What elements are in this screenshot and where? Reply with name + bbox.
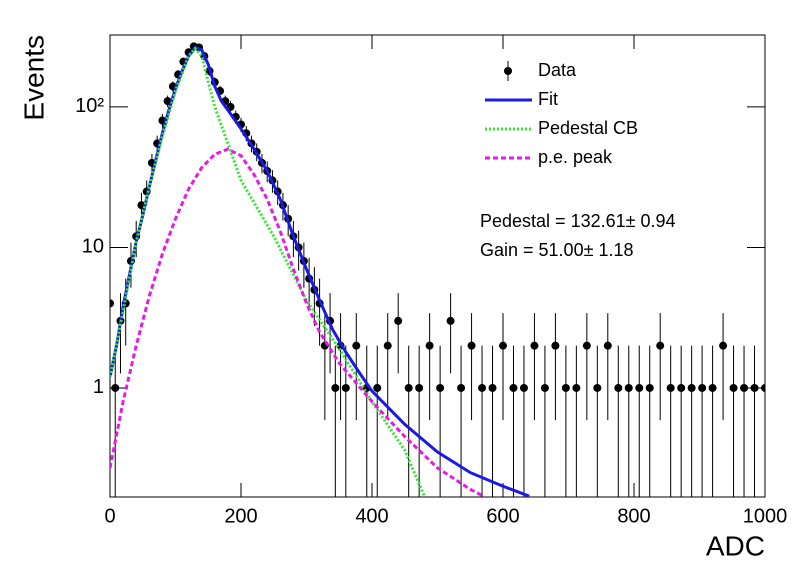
data-point (457, 383, 466, 392)
y-tick-label: 1 (93, 376, 104, 398)
data-point (687, 383, 696, 392)
y-axis-label: Events (18, 35, 49, 121)
plot-area (110, 42, 765, 497)
x-tick-label: 0 (104, 505, 115, 527)
legend-label: Fit (538, 89, 558, 109)
x-axis-label: ADC (706, 530, 765, 561)
data-point (446, 316, 455, 325)
data-point (645, 383, 654, 392)
data-point (509, 383, 518, 392)
data-point (540, 383, 549, 392)
x-tick-label: 200 (224, 505, 257, 527)
data-point (331, 383, 340, 392)
data-point (740, 383, 749, 392)
data-point (698, 383, 707, 392)
x-tick-label: 1000 (743, 505, 788, 527)
data-point (666, 383, 675, 392)
data-point (603, 341, 612, 350)
data-point (635, 383, 644, 392)
data-point (530, 341, 539, 350)
data-point (624, 383, 633, 392)
data-point (729, 383, 738, 392)
y-tick-label: 10 (82, 236, 104, 258)
annotation: Pedestal = 132.61± 0.94 (480, 211, 676, 231)
data-point (708, 383, 717, 392)
data-point (719, 341, 728, 350)
data-point (436, 383, 445, 392)
data-point (488, 383, 497, 392)
data-point (404, 383, 413, 392)
legend-label: Pedestal CB (538, 118, 638, 138)
data-point (373, 383, 382, 392)
data-point (572, 383, 581, 392)
data-point (551, 341, 560, 350)
legend-marker (504, 67, 512, 75)
data-point (478, 383, 487, 392)
data-point (111, 383, 120, 392)
legend-label: p.e. peak (538, 147, 613, 167)
data-point (582, 341, 591, 350)
legend-label: Data (538, 60, 577, 80)
data-point (352, 341, 361, 350)
data-point (499, 341, 507, 350)
data-point (614, 383, 623, 392)
annotation: Gain = 51.00± 1.18 (480, 240, 634, 260)
data-point (519, 383, 528, 392)
x-tick-label: 600 (486, 505, 519, 527)
fit-curve (110, 46, 426, 497)
data-point (593, 383, 602, 392)
data-point (425, 341, 434, 350)
data-point (341, 383, 350, 392)
data-point (110, 299, 114, 308)
y-tick-label: 10² (75, 95, 104, 117)
data-point (394, 316, 403, 325)
data-point (383, 341, 392, 350)
x-tick-label: 400 (355, 505, 388, 527)
data-point (750, 383, 759, 392)
fit-curve (110, 147, 484, 497)
data-point (656, 341, 665, 350)
data-point (761, 383, 765, 392)
plot-frame (109, 34, 766, 498)
data-point (467, 341, 476, 350)
data-point (677, 383, 686, 392)
x-tick-label: 800 (617, 505, 650, 527)
data-point (561, 383, 570, 392)
data-point (415, 383, 424, 392)
